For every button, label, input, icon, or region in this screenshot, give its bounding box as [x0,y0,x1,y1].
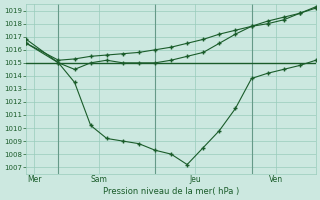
X-axis label: Pression niveau de la mer( hPa ): Pression niveau de la mer( hPa ) [103,187,239,196]
